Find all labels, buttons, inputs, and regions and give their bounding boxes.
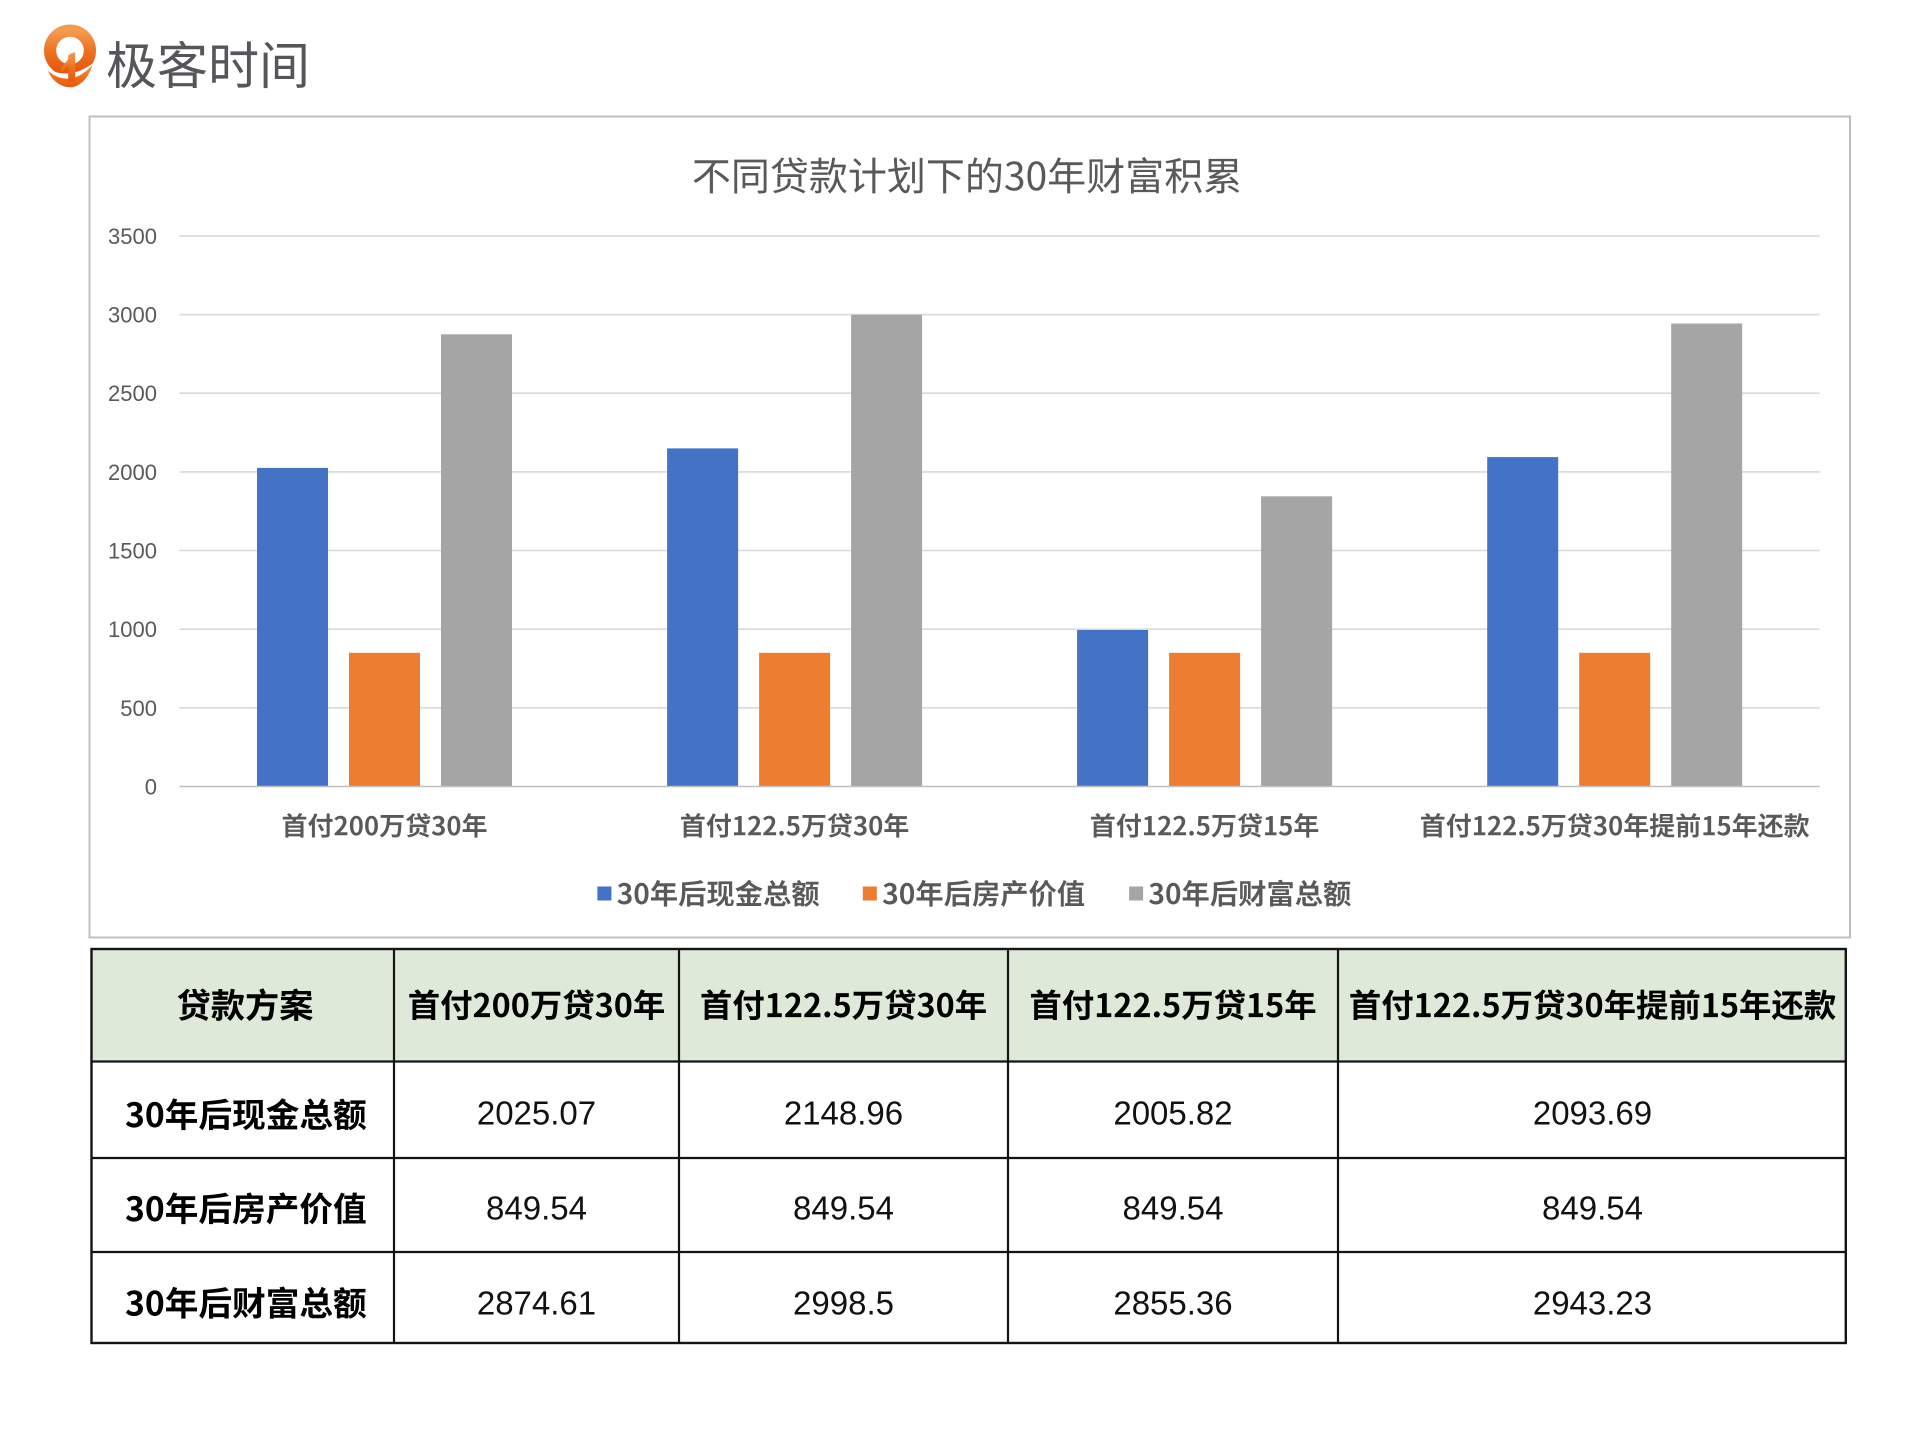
svg-text:500: 500 [120,696,157,721]
svg-text:2855.36: 2855.36 [1113,1285,1232,1322]
svg-text:2148.96: 2148.96 [784,1095,903,1132]
svg-text:2093.69: 2093.69 [1533,1095,1652,1132]
svg-text:1000: 1000 [108,617,157,642]
svg-text:3000: 3000 [108,303,157,328]
svg-text:2005.82: 2005.82 [1113,1095,1232,1132]
svg-text:849.54: 849.54 [486,1190,587,1227]
svg-text:849.54: 849.54 [793,1190,894,1227]
svg-text:2874.61: 2874.61 [477,1285,596,1322]
svg-text:2025.07: 2025.07 [477,1095,596,1132]
svg-text:849.54: 849.54 [1123,1190,1224,1227]
svg-text:3500: 3500 [108,224,157,249]
svg-text:0: 0 [145,775,157,800]
svg-text:2500: 2500 [108,381,157,406]
svg-text:2000: 2000 [108,460,157,485]
svg-text:849.54: 849.54 [1542,1190,1643,1227]
svg-text:2943.23: 2943.23 [1533,1285,1652,1322]
svg-text:1500: 1500 [108,539,157,564]
svg-text:2998.5: 2998.5 [793,1285,894,1322]
